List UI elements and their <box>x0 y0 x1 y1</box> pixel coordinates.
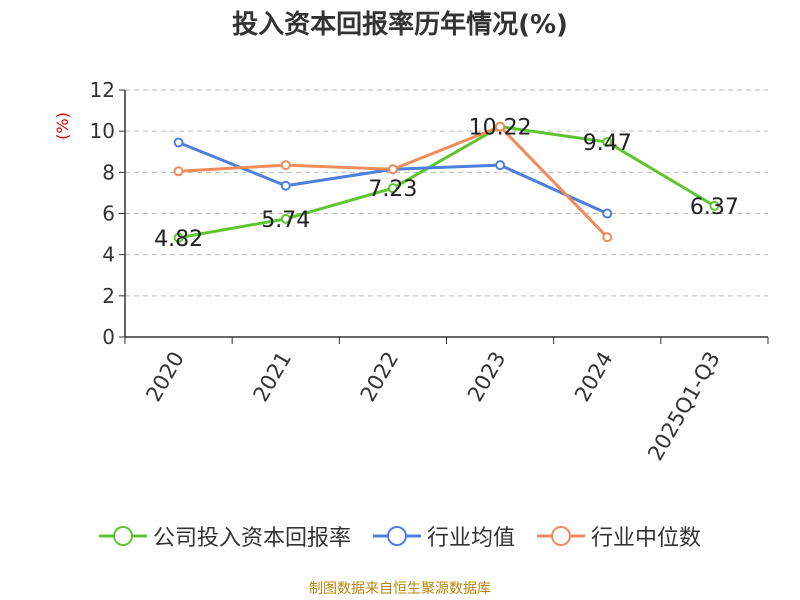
x-tick-label: 2020 <box>141 348 189 406</box>
chart-title: 投入资本回报率历年情况(%) <box>232 10 568 40</box>
legend-marker <box>98 526 147 546</box>
legend-item: 行业中位数 <box>537 520 701 552</box>
data-label: 7.23 <box>368 177 417 202</box>
y-tick-label: 6 <box>102 202 115 226</box>
data-point <box>387 183 398 194</box>
legend-circle <box>112 526 133 546</box>
series-line <box>178 125 716 240</box>
data-point <box>280 213 291 224</box>
legend: 公司投入资本回报率 行业均值 行业中位数 <box>0 520 800 552</box>
y-tick-label: 8 <box>102 160 115 184</box>
grid-lines <box>125 89 768 297</box>
legend-item: 行业均值 <box>372 520 515 552</box>
y-axis-label: (%) <box>53 112 72 140</box>
x-tick-label: 2021 <box>249 348 297 406</box>
y-tick-label: 10 <box>90 119 115 143</box>
data-point <box>602 137 613 148</box>
legend-circle <box>386 526 407 546</box>
series-lines <box>173 121 720 243</box>
legend-label: 行业中位数 <box>591 526 702 551</box>
data-point <box>173 232 184 243</box>
data-point <box>709 200 720 211</box>
data-point <box>387 164 398 175</box>
data-point <box>280 160 291 171</box>
legend-label: 公司投入资本回报率 <box>152 526 351 551</box>
x-tick-label: 2024 <box>570 348 618 406</box>
source-note: 制图数据来自恒生聚源数据库 <box>309 581 491 597</box>
data-label: 9.47 <box>583 131 632 156</box>
data-point <box>495 121 506 132</box>
x-tick-label: 2025Q1-Q3 <box>643 348 725 465</box>
x-tick-label: 2023 <box>463 348 511 406</box>
legend-label: 行业均值 <box>426 526 515 551</box>
data-point <box>602 232 613 243</box>
legend-circle <box>551 526 571 546</box>
data-label: 6.37 <box>690 195 739 220</box>
y-tick-label: 12 <box>90 78 115 102</box>
x-tick-label: 2022 <box>356 348 404 406</box>
legend-item: 公司投入资本回报率 <box>98 520 351 552</box>
data-point <box>173 137 184 148</box>
y-tick-label: 0 <box>102 325 115 349</box>
data-point <box>173 166 184 177</box>
data-point <box>602 208 613 219</box>
axes: 0 2 4 6 8 10 12 2020 2021 2022 2023 2024 2025Q1-Q3 <box>90 78 769 465</box>
data-point <box>280 180 291 191</box>
data-label: 4.82 <box>154 227 203 252</box>
y-tick-label: 2 <box>102 284 115 308</box>
legend-marker <box>372 526 421 546</box>
data-label: 10.22 <box>469 116 532 141</box>
y-tick-label: 4 <box>102 243 115 267</box>
data-point <box>495 160 506 171</box>
data-label: 5.74 <box>261 208 310 233</box>
data-labels: 4.82 5.74 7.23 10.22 9.47 6.37 <box>154 116 739 252</box>
legend-marker <box>537 526 585 546</box>
